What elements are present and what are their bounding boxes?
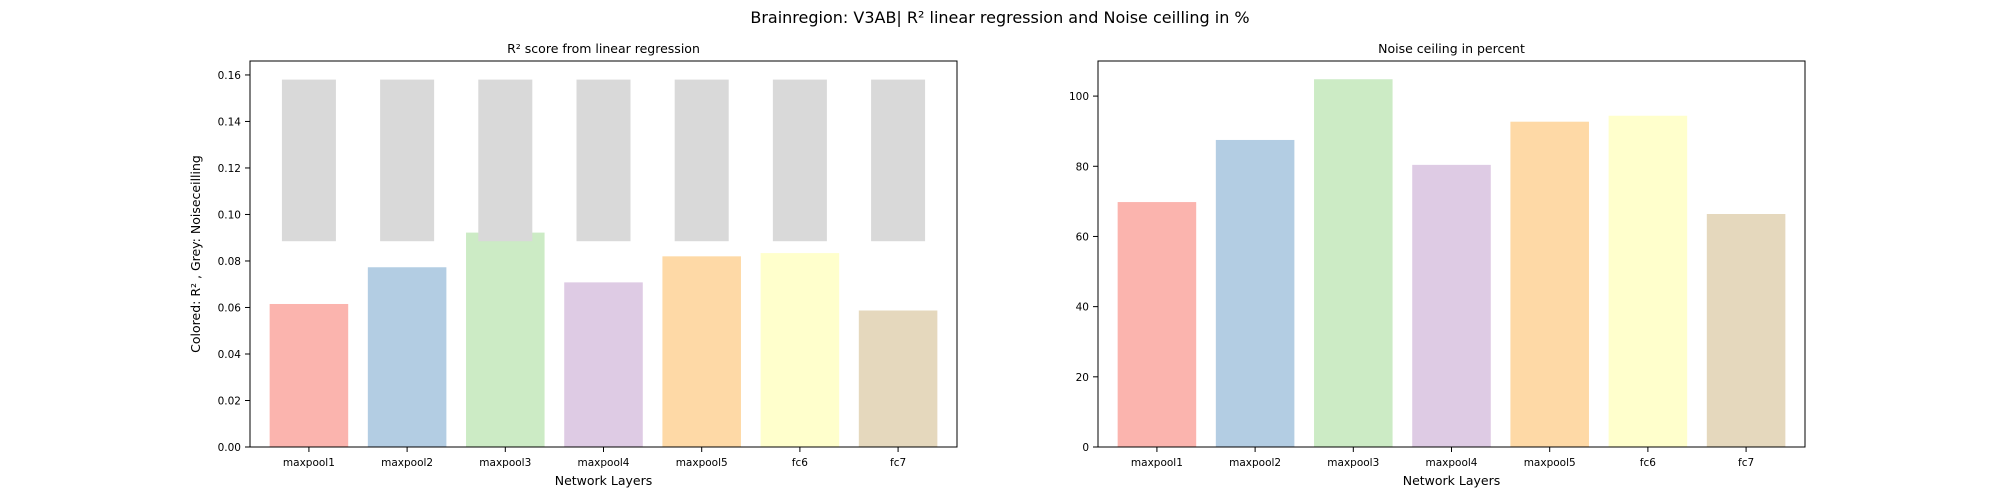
- left-chart-r2-bar: [760, 253, 840, 447]
- left-chart-r2-bar: [564, 282, 643, 447]
- left-chart-y-tick-label: 0.08: [218, 256, 241, 268]
- right-chart-y-tick-label: 80: [1076, 161, 1089, 173]
- left-chart-noise-ceiling-bar: [281, 79, 336, 242]
- right-chart-x-tick-label: maxpool2: [1229, 457, 1281, 469]
- left-chart-y-tick-label: 0.04: [218, 349, 242, 361]
- right-chart-bar: [1117, 202, 1197, 447]
- left-chart-noise-ceiling-bar: [478, 79, 533, 242]
- right-chart-bar: [1608, 115, 1688, 447]
- right-chart-y-tick-label: 100: [1069, 91, 1089, 103]
- right-chart-x-tick-label: maxpool1: [1131, 457, 1183, 469]
- left-chart-y-tick-label: 0.06: [218, 302, 242, 314]
- right-chart-y-tick-label: 40: [1076, 302, 1089, 314]
- left-chart-r2-bar: [269, 303, 349, 447]
- left-chart-noise-ceiling-bar: [871, 79, 926, 242]
- left-chart-noise-ceiling-bar: [380, 79, 435, 242]
- right-chart-y-tick-label: 0: [1082, 442, 1089, 454]
- left-chart-x-tick-label: fc6: [792, 457, 808, 469]
- left-chart-x-tick-label: maxpool4: [578, 457, 630, 469]
- right-chart-xlabel: Network Layers: [1403, 473, 1501, 488]
- left-chart-r2-bar: [466, 232, 545, 447]
- left-chart-x-tick-label: maxpool5: [676, 457, 728, 469]
- left-chart-x-tick-label: fc7: [890, 457, 906, 469]
- right-chart-x-tick-label: maxpool5: [1524, 457, 1576, 469]
- left-chart-noise-ceiling-bar: [674, 79, 729, 242]
- left-chart-ylabel: Colored: R² , Grey: Noiseceilling: [188, 155, 203, 353]
- left-chart-x-tick-label: maxpool3: [479, 457, 531, 469]
- left-chart-y-tick-label: 0.00: [218, 442, 241, 454]
- left-chart-y-tick-label: 0.12: [218, 163, 241, 175]
- right-chart-bar: [1412, 164, 1491, 448]
- right-chart-bar: [1215, 139, 1295, 448]
- left-chart-y-tick-label: 0.16: [218, 70, 242, 82]
- left-chart-y-tick-label: 0.10: [218, 209, 241, 221]
- left-chart-y-tick-label: 0.02: [218, 395, 241, 407]
- left-chart-r2-bar: [858, 310, 938, 447]
- right-chart-x-tick-label: maxpool3: [1327, 457, 1379, 469]
- right-chart-y-tick-label: 60: [1076, 231, 1089, 243]
- left-chart-y-tick-label: 0.14: [218, 116, 242, 128]
- right-chart-x-tick-label: fc6: [1640, 457, 1656, 469]
- figure-suptitle: Brainregion: V3AB| R² linear regression …: [750, 8, 1249, 27]
- left-chart-r2-bar: [662, 256, 741, 447]
- right-chart-bar: [1314, 79, 1393, 447]
- right-chart-x-tick-label: fc7: [1738, 457, 1754, 469]
- left-chart-x-tick-label: maxpool1: [283, 457, 335, 469]
- left-chart-xlabel: Network Layers: [555, 473, 653, 488]
- right-chart-x-tick-label: maxpool4: [1426, 457, 1478, 469]
- left-chart-noise-ceiling-bar: [576, 79, 631, 242]
- left-chart-r2-bar: [367, 267, 447, 447]
- left-chart-title: R² score from linear regression: [507, 41, 700, 56]
- right-chart-bar: [1706, 213, 1786, 447]
- right-chart-y-tick-label: 20: [1076, 372, 1089, 384]
- left-chart-x-tick-label: maxpool2: [381, 457, 433, 469]
- right-chart-bar: [1510, 121, 1589, 447]
- left-chart-noise-ceiling-bar: [772, 79, 827, 242]
- right-chart-title: Noise ceiling in percent: [1378, 41, 1525, 56]
